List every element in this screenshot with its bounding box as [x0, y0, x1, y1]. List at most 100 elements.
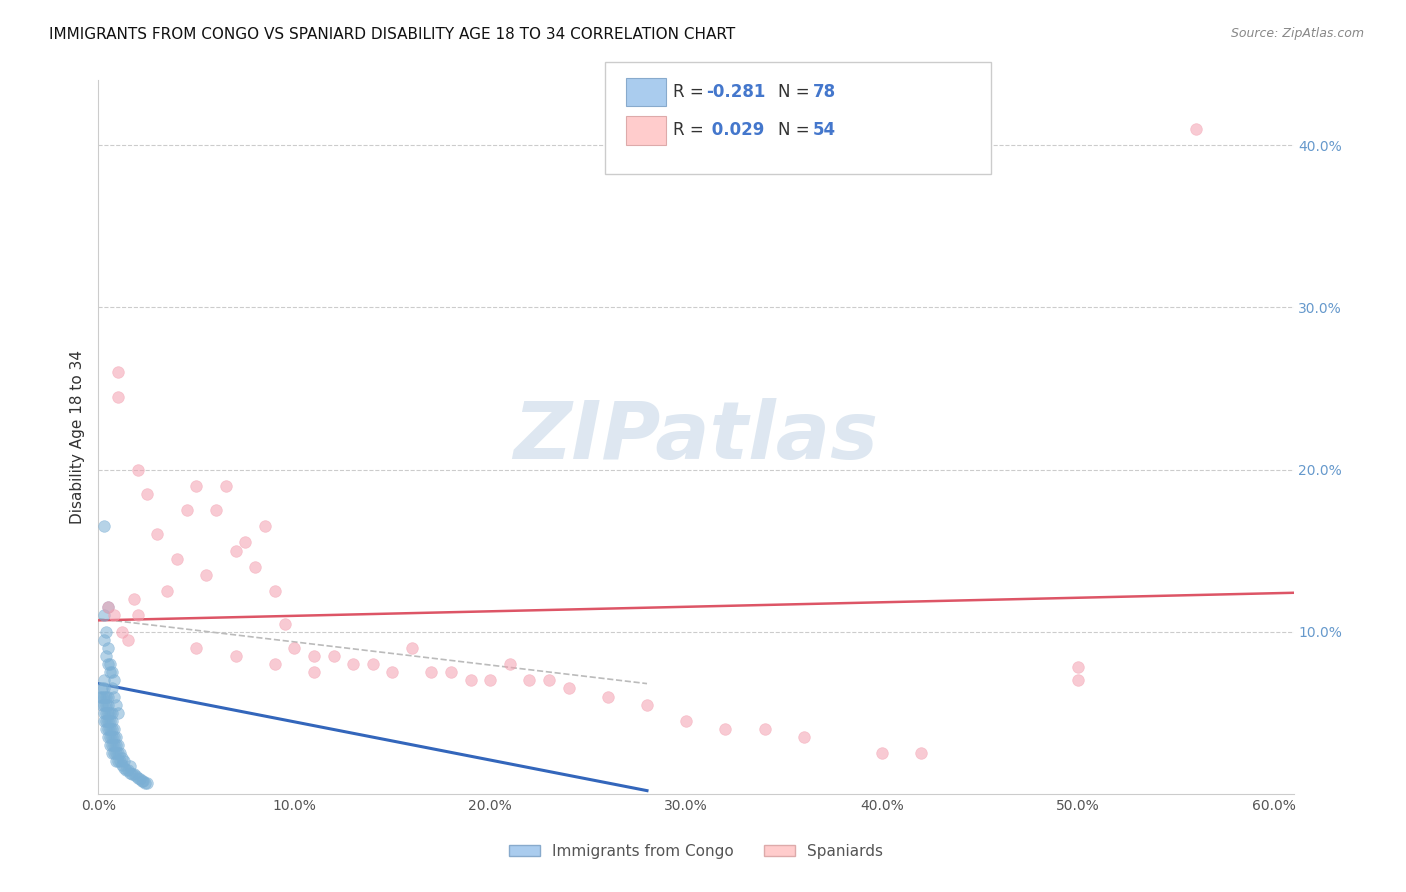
Point	[112, 755, 135, 769]
Point	[105, 738, 128, 752]
Point	[108, 755, 131, 769]
Point	[103, 690, 125, 704]
Point	[243, 559, 266, 574]
Point	[225, 648, 247, 663]
Y-axis label: Disability Age 18 to 34: Disability Age 18 to 34	[69, 350, 84, 524]
Point	[93, 681, 115, 696]
Point	[870, 747, 893, 761]
Point	[166, 551, 188, 566]
Point	[205, 503, 228, 517]
Point	[134, 775, 156, 789]
Point	[107, 706, 129, 720]
Point	[131, 773, 153, 788]
Point	[322, 648, 344, 663]
Point	[302, 648, 325, 663]
Point	[557, 681, 579, 696]
Point	[186, 479, 208, 493]
Point	[361, 657, 384, 672]
Point	[97, 706, 120, 720]
Point	[273, 616, 295, 631]
Point	[103, 747, 125, 761]
Point	[754, 722, 776, 736]
Point	[195, 568, 218, 582]
Point	[93, 608, 115, 623]
Text: 54: 54	[813, 121, 835, 139]
Point	[96, 690, 118, 704]
Point	[98, 730, 121, 744]
Point	[93, 706, 115, 720]
Point	[101, 747, 124, 761]
Point	[112, 761, 135, 775]
Point	[117, 632, 139, 647]
Point	[342, 657, 364, 672]
Text: N =: N =	[778, 121, 814, 139]
Text: 0.029: 0.029	[706, 121, 765, 139]
Point	[98, 722, 121, 736]
Point	[118, 765, 141, 780]
Point	[132, 773, 155, 788]
Point	[93, 698, 115, 712]
Point	[156, 584, 179, 599]
Point	[103, 730, 125, 744]
Point	[103, 608, 125, 623]
Point	[101, 722, 124, 736]
Point	[96, 722, 118, 736]
Point	[186, 640, 208, 655]
Point	[124, 769, 146, 783]
Point	[793, 730, 815, 744]
Point	[118, 759, 141, 773]
Point	[675, 714, 697, 728]
Point	[302, 665, 325, 680]
Point	[215, 479, 238, 493]
Point	[136, 487, 159, 501]
Point	[127, 771, 149, 785]
Text: -0.281: -0.281	[706, 83, 765, 101]
Point	[225, 543, 247, 558]
Point	[596, 690, 619, 704]
Point	[121, 767, 143, 781]
Point	[127, 462, 149, 476]
Point	[101, 706, 124, 720]
Point	[111, 624, 134, 639]
Point	[401, 640, 423, 655]
Point	[97, 600, 120, 615]
Point	[127, 608, 149, 623]
Point	[117, 763, 139, 777]
Point	[98, 738, 121, 752]
Point	[107, 755, 129, 769]
Text: R =: R =	[673, 83, 710, 101]
Point	[97, 690, 120, 704]
Point	[235, 535, 257, 549]
Point	[96, 714, 118, 728]
Point	[97, 714, 120, 728]
Point	[253, 519, 276, 533]
Point	[479, 673, 502, 688]
Point	[103, 738, 125, 752]
Point	[519, 673, 541, 688]
Point	[91, 681, 114, 696]
Point	[1067, 673, 1090, 688]
Point	[91, 698, 114, 712]
Point	[96, 648, 118, 663]
Point	[420, 665, 443, 680]
Point	[93, 632, 115, 647]
Text: IMMIGRANTS FROM CONGO VS SPANIARD DISABILITY AGE 18 TO 34 CORRELATION CHART: IMMIGRANTS FROM CONGO VS SPANIARD DISABI…	[49, 27, 735, 42]
Point	[93, 519, 115, 533]
Point	[111, 751, 134, 765]
Point	[98, 714, 121, 728]
Point	[97, 640, 120, 655]
Point	[381, 665, 404, 680]
Point	[101, 714, 124, 728]
Point	[263, 657, 285, 672]
Point	[176, 503, 198, 517]
Point	[101, 681, 124, 696]
Point	[440, 665, 463, 680]
Point	[107, 390, 129, 404]
Point	[93, 714, 115, 728]
Point	[96, 698, 118, 712]
Point	[97, 722, 120, 736]
Point	[146, 527, 169, 541]
Point	[263, 584, 285, 599]
Point	[101, 738, 124, 752]
Text: N =: N =	[778, 83, 814, 101]
